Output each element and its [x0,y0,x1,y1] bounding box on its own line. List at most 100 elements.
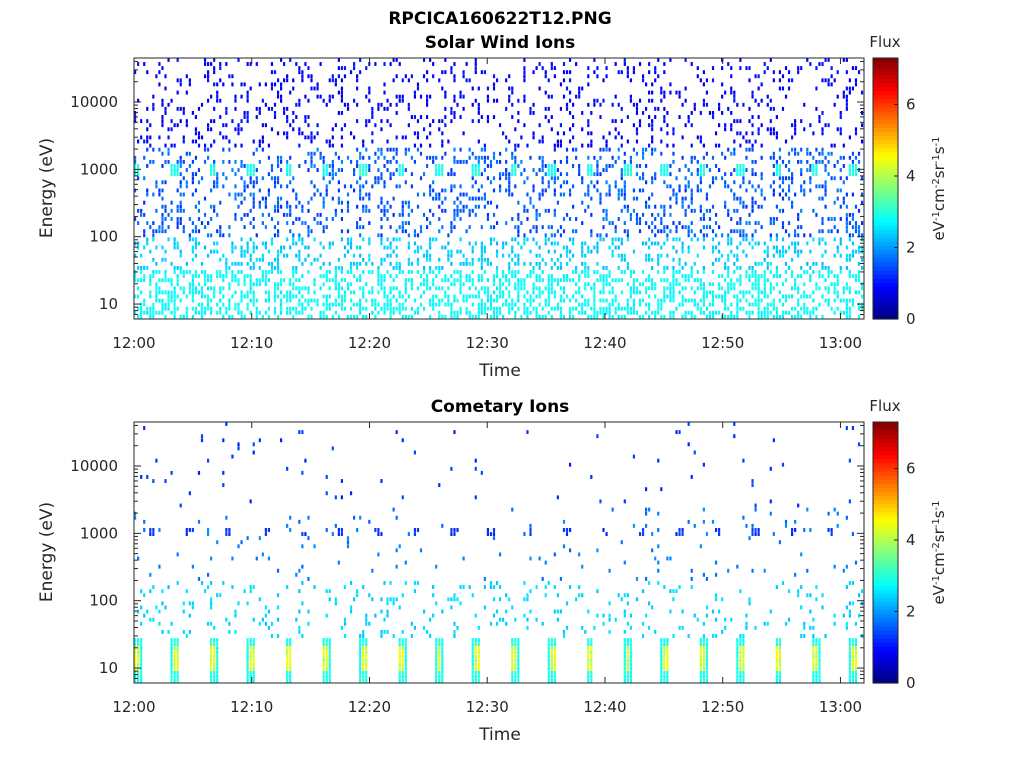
spectrogram-cell [179,180,182,185]
spectrogram-cell [845,257,848,262]
spectrogram-cell [483,196,486,201]
spectrogram-cell [234,212,237,217]
spectrogram-cell [733,253,736,258]
spectrogram-cell [693,233,696,238]
spectrogram-cell [149,617,152,622]
spectrogram-cell [389,102,392,107]
spectrogram-cell [359,225,362,230]
spectrogram-cell [733,192,736,197]
spectrogram-cell [471,294,474,299]
spectrogram-cell [845,70,848,75]
spectrogram-cell [334,282,337,287]
spectrogram-cell [283,111,286,115]
spectrogram-cell [553,233,556,238]
spectrogram-cell [313,544,316,549]
spectrogram-cell [620,143,623,148]
spectrogram-cell [343,74,347,79]
spectrogram-cell [708,310,712,315]
spectrogram-cell [648,294,651,299]
spectrogram-cell [359,674,362,679]
spectrogram-cell [295,294,298,299]
spectrogram-cell [276,131,280,136]
spectrogram-cell [477,658,480,663]
spectrogram-cell [508,184,511,189]
spectrogram-cell [614,127,617,132]
spectrogram-cell [389,302,392,307]
spectrogram-cell [161,204,164,209]
spectrogram-cell [660,253,663,258]
spectrogram-cell [797,314,800,319]
spectrogram-cell [398,650,401,655]
spectrogram-cell [134,310,137,315]
spectrogram-cell [508,86,511,91]
spectrogram-cell [465,274,468,279]
spectrogram-cell [459,290,462,295]
spectrogram-cell [772,298,775,303]
spectrogram-cell [322,670,325,675]
spectrogram-cell [711,111,715,115]
spectrogram-cell [188,151,191,156]
spectrogram-cell [702,70,705,75]
spectrogram-cell [839,131,842,136]
spectrogram-cell [550,115,553,119]
spectrogram-cell [286,237,289,242]
spectrogram-cell [407,314,410,319]
spectrogram-cell [550,257,553,262]
spectrogram-cell [480,249,483,254]
spectrogram-cell [252,261,255,266]
spectrogram-cell [626,70,629,75]
spectrogram-cell [426,257,429,262]
spectrogram-cell [693,314,696,319]
spectrogram-cell [140,212,143,217]
spectrogram-cell [343,245,347,250]
spectrogram-cell [836,290,839,295]
spectrogram-cell [857,306,861,311]
spectrogram-cell [422,58,426,62]
spectrogram-cell [140,253,143,258]
spectrogram-cell [748,212,751,217]
spectrogram-cell [395,265,398,270]
spectrogram-cell [264,204,267,209]
spectrogram-cell [599,200,602,205]
spectrogram-cell [593,302,596,307]
spectrogram-cell [648,123,651,128]
spectrogram-cell [681,135,684,140]
spectrogram-cell [362,666,365,671]
spectrogram-cell [830,82,833,87]
spectrogram-cell [298,249,301,254]
spectrogram-cell [346,102,350,107]
spectrogram-cell [197,310,201,315]
spectrogram-cell [422,192,426,197]
spectrogram-cell [486,217,490,221]
spectrogram-cell [386,208,389,213]
spectrogram-cell [520,282,523,287]
spectrogram-cell [532,131,535,136]
spectrogram-cell [572,123,575,128]
spectrogram-cell [854,221,858,225]
spectrogram-cell [203,196,207,201]
spectrogram-cell [359,662,362,667]
spectrogram-cell [471,102,474,107]
spectrogram-cell [340,143,344,148]
spectrogram-cell [562,229,566,234]
spectrogram-cell [851,172,855,177]
spectrogram-cell [541,139,544,144]
spectrogram-cell [477,168,480,172]
spectrogram-cell [161,119,164,124]
spectrogram-cell [629,172,632,177]
spectrogram-cell [267,314,271,319]
spectrogram-cell [523,282,526,287]
spectrogram-cell [407,294,410,299]
colorbar-segment [873,151,898,157]
spectrogram-cell [508,98,511,103]
spectrogram-cell [173,642,176,647]
spectrogram-cell [854,172,858,177]
spectrogram-cell [517,294,520,299]
spectrogram-cell [629,98,632,103]
spectrogram-cell [791,274,794,279]
spectrogram-cell [374,123,377,128]
spectrogram-cell [349,241,353,246]
spectrogram-cell [435,650,438,655]
spectrogram-cell [578,172,581,177]
spectrogram-cell [270,164,274,168]
